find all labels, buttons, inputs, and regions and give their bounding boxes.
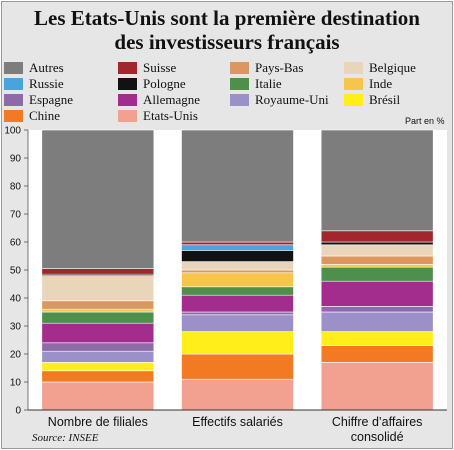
legend-swatch	[344, 62, 363, 74]
bar-segment-etats-unis-2	[181, 378, 294, 411]
bar-segment-pologne-3	[320, 241, 434, 246]
x-category-label: Chiffre d’affaires	[332, 415, 423, 429]
bar-segment-royaume-uni-3	[320, 311, 434, 332]
legend-label: Italie	[255, 76, 282, 91]
bar-segment-autres-2	[181, 129, 294, 243]
bar-segment-allemagne-3	[320, 280, 434, 307]
y-tick-label: 0	[15, 406, 21, 417]
bar-segment-chine-1	[41, 370, 155, 383]
y-tick-label: 100	[4, 126, 21, 137]
y-tick-label: 50	[10, 266, 22, 277]
bar-segment-italie-1	[41, 311, 155, 324]
bar-segment-autres-3	[320, 129, 434, 232]
bar-segment-espagne-3	[320, 306, 434, 313]
legend-label: Suisse	[143, 60, 177, 75]
legend-label: Etats-Unis	[143, 108, 198, 123]
bar-segment-espagne-2	[181, 311, 294, 316]
bar-segment-bresil-2	[181, 331, 294, 355]
y-tick-label: 80	[10, 182, 22, 193]
bar-segment-inde-2	[181, 272, 294, 288]
bar-segment-suisse-3	[320, 230, 434, 243]
bar-segment-suisse-1	[41, 268, 155, 275]
legend-swatch	[118, 94, 137, 106]
bar-segment-pologne-2	[181, 250, 294, 262]
legend-label: Royaume-Uni	[255, 92, 329, 107]
bar-segment-belgique-2	[181, 261, 294, 271]
legend-swatch	[118, 78, 137, 90]
y-tick-label: 70	[10, 210, 22, 221]
bar-segment-chine-3	[320, 345, 434, 363]
bar-segment-etats-unis-1	[41, 381, 155, 411]
bar-segment-belgique-3	[320, 244, 434, 257]
unit-note: Part en %	[405, 116, 445, 126]
legend-label: Belgique	[369, 60, 416, 75]
bar-segment-italie-3	[320, 266, 434, 282]
y-tick-label: 30	[10, 322, 22, 333]
bar-segment-espagne-1	[41, 342, 155, 352]
bar-segment-allemagne-2	[181, 294, 294, 313]
legend-swatch	[344, 78, 363, 90]
legend-label: Autres	[29, 60, 64, 75]
legend-swatch	[230, 78, 249, 90]
y-tick-label: 90	[10, 154, 22, 165]
legend-label: Brésil	[369, 92, 401, 107]
y-tick-label: 20	[10, 350, 22, 361]
bar-segment-inde-1	[41, 308, 155, 313]
legend-label: Inde	[369, 76, 393, 91]
chart-title: Les Etats-Unis sont la première destinat…	[0, 6, 454, 54]
legend-swatch	[4, 62, 23, 74]
legend-label: Pays-Bas	[255, 60, 304, 75]
bar-segment-russie-2	[181, 244, 294, 251]
x-category-label: consolidé	[351, 430, 404, 444]
bar-segment-autres-1	[41, 129, 155, 269]
legend-swatch	[230, 94, 249, 106]
title-line-1: Les Etats-Unis sont la première destinat…	[34, 6, 420, 30]
bar-segment-royaume-uni-1	[41, 350, 155, 363]
source-note: Source: INSEE	[32, 432, 99, 444]
bar-segment-allemagne-1	[41, 322, 155, 344]
bar-segment-italie-2	[181, 286, 294, 296]
legend-label: Allemagne	[143, 92, 201, 107]
bar-segment-inde-3	[320, 264, 434, 268]
bar-segment-belgique-1	[41, 275, 155, 302]
bar-segment-bresil-3	[320, 331, 434, 346]
legend-label: Pologne	[143, 76, 186, 91]
bar-segment-chine-2	[181, 353, 294, 380]
legend-swatch	[4, 78, 23, 90]
bar-segment-pays-bas-3	[320, 255, 434, 265]
y-tick-label: 60	[10, 238, 22, 249]
title-line-2: des investisseurs français	[114, 30, 340, 54]
bar-segment-pays-bas-2	[181, 269, 294, 274]
bar-segment-bresil-1	[41, 362, 155, 372]
y-tick-label: 10	[10, 378, 22, 389]
legend-label: Chine	[29, 108, 61, 123]
x-category-label: Nombre de filiales	[48, 415, 148, 429]
legend-label: Espagne	[29, 92, 74, 107]
bar-segment-suisse-2	[181, 241, 294, 246]
legend: Autres Suisse Pays-Bas Belgique Russie Pologn…	[0, 60, 454, 123]
legend-swatch	[230, 62, 249, 74]
legend-swatch	[118, 110, 137, 122]
bar-segment-etats-unis-3	[320, 362, 434, 411]
bar-segment-pays-bas-1	[41, 300, 155, 310]
legend-swatch	[344, 94, 363, 106]
y-tick-label: 40	[10, 294, 22, 305]
bar-segment-royaume-uni-2	[181, 314, 294, 332]
legend-swatch	[118, 62, 137, 74]
legend-label: Russie	[29, 76, 64, 91]
legend-swatch	[4, 94, 23, 106]
legend-swatch	[4, 110, 23, 122]
x-category-label: Effectifs salariés	[192, 415, 283, 429]
